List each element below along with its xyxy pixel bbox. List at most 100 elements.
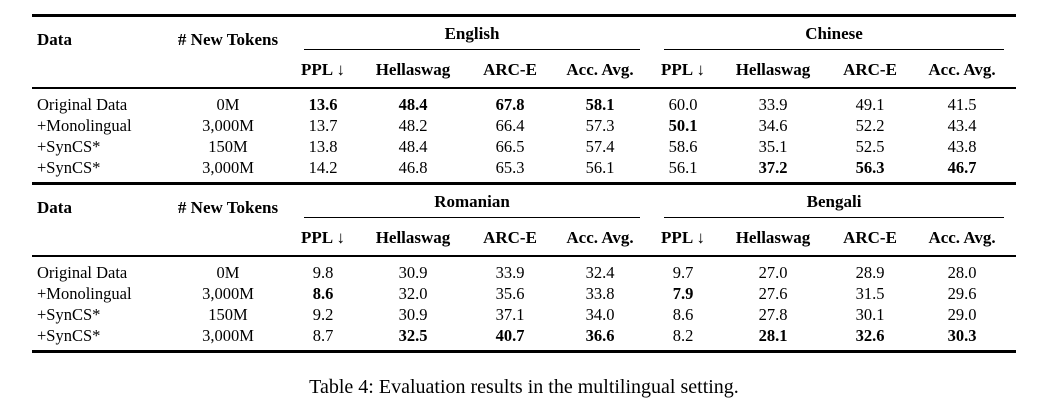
tokens-cell: 0M [216,263,240,282]
value-cell: 27.6 [758,284,788,303]
value-cell: 48.4 [398,95,428,114]
value-cell: 35.1 [758,137,788,156]
value-cell: 32.0 [398,284,428,303]
tokens-cell: 0M [216,95,240,114]
table-row: +SynCS* 150M 13.8 48.4 66.5 57.4 58.6 35.1 52.5 4… [32,136,1016,157]
col-header-new-tokens: # New Tokens [164,15,292,89]
value-cell: 29.0 [947,305,977,324]
value-cell: 30.9 [398,305,428,324]
tokens-cell: 3,000M [202,116,254,135]
value-cell: 46.8 [398,158,428,177]
group-header-romanian: Romanian [292,185,652,218]
value-cell: 31.5 [855,284,885,303]
value-cell: 40.7 [495,326,525,345]
value-cell: 32.5 [398,326,428,345]
table-row: +SynCS* 150M 9.2 30.9 37.1 34.0 8.6 27.8 30.1 29.… [32,304,1016,325]
table-row: +Monolingual 3,000M 13.7 48.2 66.4 57.3 50.1 34… [32,115,1016,136]
value-cell: 56.3 [855,158,885,177]
value-cell: 52.5 [855,137,885,156]
tokens-cell: 150M [208,137,248,156]
value-cell: 48.2 [398,116,428,135]
value-cell: 28.1 [758,326,788,345]
value-cell: 8.2 [672,326,694,345]
col-header-ppl: PPL ↓ [292,50,354,89]
tokens-cell: 3,000M [202,326,254,345]
table-row: +Monolingual 3,000M 8.6 32.0 35.6 33.8 7.9 27.6… [32,283,1016,304]
value-cell: 33.9 [758,95,788,114]
col-header-hellaswag: Hellaswag [714,218,833,257]
table-row: Original Data 0M 9.8 30.9 33.9 32.4 9.7 27.0 28.… [32,256,1016,283]
value-cell: 28.9 [855,263,885,282]
col-header-acc-avg: Acc. Avg. [548,218,653,257]
group-header-chinese: Chinese [652,16,1016,50]
value-cell: 8.6 [672,305,694,324]
table-caption: Table 4: Evaluation results in the multi… [309,376,739,398]
value-cell: 13.6 [308,95,338,114]
value-cell: 8.6 [312,284,334,303]
group-header-bengali: Bengali [652,185,1016,218]
value-cell: 35.6 [495,284,525,303]
table-row: +SynCS* 3,000M 8.7 32.5 40.7 36.6 8.2 28.1 32.6 3… [32,325,1016,352]
value-cell: 28.0 [947,263,977,282]
group-label: Bengali [664,192,1005,218]
value-cell: 58.1 [585,95,615,114]
col-header-arc-e: ARC-E [832,50,908,89]
value-cell: 43.4 [947,116,977,135]
value-cell: 66.4 [495,116,525,135]
value-cell: 49.1 [855,95,885,114]
col-header-ppl: PPL ↓ [652,218,715,257]
col-header-data: Data [32,185,164,257]
results-table-romanian-bengali: Data # New Tokens Romanian Bengali PPL ↓… [32,185,1017,353]
value-cell: 13.7 [308,116,338,135]
value-cell: 57.4 [585,137,615,156]
value-cell: 27.8 [758,305,788,324]
value-cell: 37.2 [758,158,788,177]
col-header-arc-e: ARC-E [472,218,548,257]
tokens-cell: 150M [208,305,248,324]
row-label: +Monolingual [37,116,132,135]
value-cell: 37.1 [495,305,525,324]
tokens-cell: 3,000M [202,284,254,303]
row-label: +SynCS* [37,326,101,345]
row-label: Original Data [37,263,128,282]
value-cell: 67.8 [495,95,525,114]
table-row: +SynCS* 3,000M 14.2 46.8 65.3 56.1 56.1 37.2 56.… [32,157,1016,184]
row-label: Original Data [37,95,128,114]
col-header-ppl: PPL ↓ [652,50,714,89]
col-header-arc-e: ARC-E [832,218,909,257]
col-header-hellaswag: Hellaswag [354,50,472,89]
value-cell: 32.4 [585,263,615,282]
group-label: English [304,24,640,50]
col-header-ppl: PPL ↓ [292,218,354,257]
value-cell: 30.1 [855,305,885,324]
tokens-cell: 3,000M [202,158,254,177]
value-cell: 36.6 [585,326,615,345]
value-cell: 30.9 [398,263,428,282]
value-cell: 34.6 [758,116,788,135]
value-cell: 56.1 [585,158,615,177]
value-cell: 43.8 [947,137,977,156]
value-cell: 8.7 [312,326,334,345]
value-cell: 57.3 [585,116,615,135]
col-header-hellaswag: Hellaswag [354,218,472,257]
group-label: Romanian [304,192,641,218]
results-table-english-chinese: Data # New Tokens English Chinese PPL ↓ … [32,14,1016,185]
row-label: +SynCS* [37,137,101,156]
value-cell: 9.7 [672,263,694,282]
col-header-acc-avg: Acc. Avg. [548,50,652,89]
value-cell: 48.4 [398,137,428,156]
col-header-hellaswag: Hellaswag [714,50,832,89]
row-label: +SynCS* [37,158,101,177]
value-cell: 41.5 [947,95,977,114]
value-cell: 60.0 [668,95,698,114]
value-cell: 33.9 [495,263,525,282]
group-header-english: English [292,16,652,50]
group-label: Chinese [664,24,1004,50]
value-cell: 13.8 [308,137,338,156]
col-header-acc-avg: Acc. Avg. [908,218,1017,257]
value-cell: 14.2 [308,158,338,177]
value-cell: 58.6 [668,137,698,156]
value-cell: 34.0 [585,305,615,324]
value-cell: 65.3 [495,158,525,177]
